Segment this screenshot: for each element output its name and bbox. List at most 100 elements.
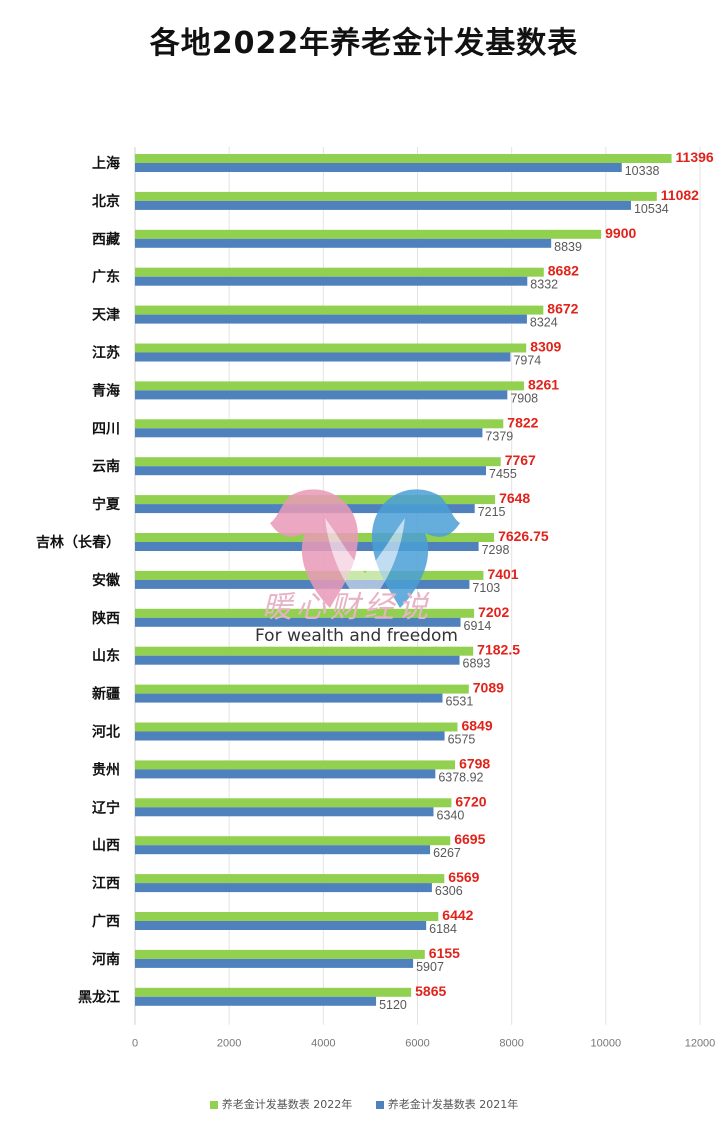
category-label: 西藏 [92,231,120,248]
category-label: 吉林（长春） [36,534,120,551]
data-label-2022: 7202 [478,604,509,620]
bar-2021 [135,238,552,248]
data-label-2022: 5865 [415,983,446,999]
category-label: 贵州 [92,761,120,778]
category-label: 江西 [92,875,120,892]
bar-2022 [135,608,475,618]
legend-swatch-2022 [209,1101,218,1109]
bar-2022 [135,684,469,694]
data-label-2022: 7822 [507,414,538,430]
x-tick-label: 10000 [591,1038,622,1050]
category-label: 山东 [92,648,120,665]
bar-2021 [135,314,527,324]
heart-logo-watermark [270,489,460,608]
heart-logo-center [325,518,405,608]
legend-swatch-2021 [375,1101,384,1109]
bar-2021 [135,958,414,968]
category-label: 河南 [92,951,120,968]
data-label-2021: 6893 [463,657,491,671]
category-label: 山西 [92,838,120,854]
bar-2021 [135,579,470,589]
bar-2021 [135,655,460,665]
legend-label-2022: 养老金计发基数表 2022年 [221,1098,353,1111]
data-label-2022: 7182.5 [477,642,520,658]
bar-2021 [135,769,436,779]
data-label-2022: 6720 [455,793,486,809]
watermark-english-text: For wealth and freedom [255,626,458,646]
data-label-2021: 6575 [448,733,476,747]
category-label: 宁夏 [92,496,121,513]
data-label-2022: 7401 [487,566,518,582]
legend-label-2021: 养老金计发基数表 2021年 [387,1098,519,1111]
data-label-2021: 7974 [513,354,541,368]
category-label: 河北 [92,724,120,741]
category-label: 黑龙江 [78,989,120,1006]
x-tick-label: 8000 [499,1038,523,1050]
data-label-2022: 6798 [459,755,490,771]
bar-2022 [135,229,602,239]
data-label-2021: 6531 [446,695,474,709]
category-label: 安徽 [92,572,121,589]
category-label: 新疆 [92,686,120,703]
data-label-2022: 7648 [499,490,530,506]
data-label-2022: 6442 [442,907,473,923]
heart-logo-left-wing [270,489,359,608]
bar-2022 [135,874,445,884]
bar-2022 [135,646,474,656]
x-tick-label: 6000 [405,1038,429,1050]
data-label-2021: 5907 [416,960,444,974]
category-label: 陕西 [92,610,120,627]
bar-2022 [135,987,412,997]
category-label: 四川 [92,421,120,437]
bar-2022 [135,191,657,201]
category-label: 云南 [92,458,120,475]
data-label-2021: 8324 [530,316,558,330]
data-label-2021: 6914 [464,619,492,633]
x-tick-label: 12000 [685,1038,716,1050]
bar-2022 [135,305,544,315]
watermark-chinese-text: 暖心财经说 [262,590,432,625]
bar-2021 [135,845,431,855]
category-label: 天津 [92,307,120,324]
bar-2022 [135,419,504,429]
chart-title: 各地2022年养老金计发基数表 [149,26,579,61]
data-label-2021: 7379 [485,429,513,443]
bar-2022 [135,912,439,921]
data-label-2022: 7626.75 [498,528,549,544]
data-label-2022: 7767 [505,452,536,468]
bar-2022 [135,457,501,467]
data-label-2021: 7103 [472,581,500,595]
data-label-2022: 7089 [473,680,504,696]
data-label-2022: 8261 [528,376,559,392]
bar-2022 [135,722,458,732]
bar-2021 [135,428,483,438]
bar-2021 [135,352,511,362]
category-label: 上海 [92,155,120,172]
bar-2021 [135,731,445,741]
bar-2021 [135,807,434,817]
x-tick-label: 0 [132,1038,138,1050]
bar-2021 [135,163,622,172]
data-label-2021: 10534 [634,202,669,216]
bar-2021 [135,276,528,286]
data-label-2022: 11082 [661,187,699,203]
heart-logo-right-wing [371,489,460,608]
bar-2021 [135,390,508,400]
data-label-2022: 11396 [676,149,714,165]
data-label-2021: 5120 [379,998,407,1012]
data-label-2021: 10338 [625,164,660,178]
x-tick-label: 2000 [217,1038,241,1050]
data-label-2021: 7908 [510,391,538,405]
data-label-2022: 6569 [448,869,479,885]
bar-2022 [135,267,544,277]
data-label-2021: 7455 [489,467,517,481]
data-label-2022: 8672 [547,301,578,317]
bar-2022 [135,381,524,391]
bar-2022 [135,798,452,808]
bar-2022 [135,760,456,770]
bar-2021 [135,996,377,1006]
bar-2021 [135,883,432,893]
bar-2021 [135,617,461,627]
bar-2021 [135,200,631,210]
bar-2021 [135,693,443,703]
